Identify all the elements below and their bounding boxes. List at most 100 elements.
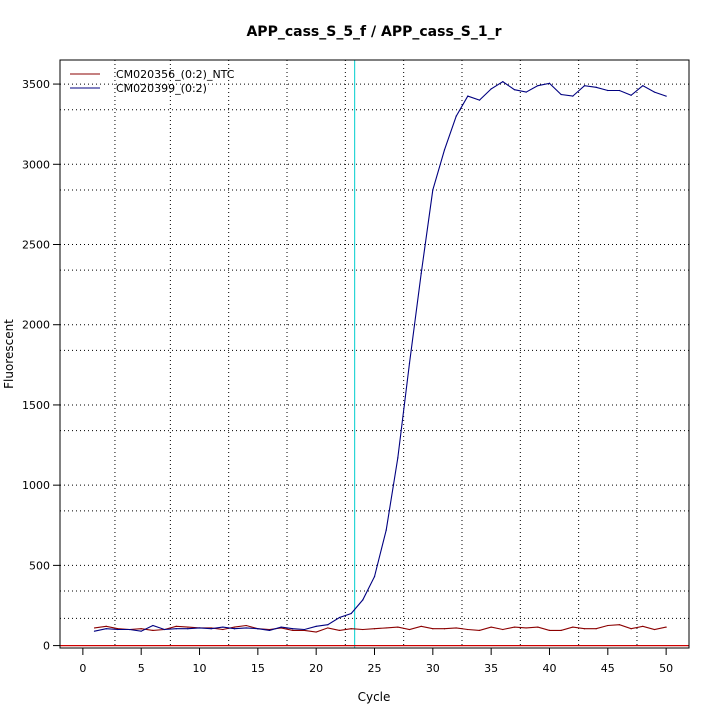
data-point-series-2 <box>583 85 586 87</box>
chart-title: APP_cass_S_5_f / APP_cass_S_1_r <box>246 24 501 40</box>
data-point-series-1 <box>338 629 341 631</box>
data-point-series-2 <box>642 85 644 87</box>
data-point-series-1 <box>373 628 376 630</box>
data-point-series-1 <box>548 629 551 631</box>
data-point-series-2 <box>420 272 422 274</box>
data-point-series-1 <box>642 625 644 627</box>
data-point-series-2 <box>432 189 434 191</box>
data-point-series-2 <box>630 94 632 96</box>
data-point-series-2 <box>257 628 259 630</box>
x-tick-label: 35 <box>484 662 498 675</box>
data-point-series-2 <box>268 629 271 631</box>
data-point-series-1 <box>432 628 434 630</box>
data-point-series-2 <box>292 628 294 630</box>
data-point-series-1 <box>630 628 632 630</box>
data-point-series-1 <box>408 628 411 631</box>
plot-frame <box>59 59 690 649</box>
data-point-series-1 <box>572 626 574 628</box>
data-point-series-1 <box>420 625 422 627</box>
data-point-series-2 <box>653 91 656 93</box>
data-point-series-1 <box>315 631 317 633</box>
data-point-series-2 <box>175 628 177 630</box>
y-tick-label: 1500 <box>22 399 50 412</box>
data-point-series-1 <box>595 628 597 630</box>
legend-label: CM020399_(0:2) <box>116 82 207 95</box>
data-point-series-1 <box>537 626 539 628</box>
y-tick-label: 2000 <box>22 319 50 332</box>
data-point-series-1 <box>618 624 621 626</box>
data-point-series-1 <box>478 629 481 631</box>
data-point-series-1 <box>327 627 329 629</box>
x-tick-label: 20 <box>309 662 323 675</box>
series-line-1 <box>94 624 667 633</box>
x-tick-label: 40 <box>542 662 556 675</box>
data-point-series-2 <box>338 616 341 619</box>
data-point-series-1 <box>583 628 586 630</box>
data-point-series-2 <box>525 91 527 93</box>
y-axis-label: Fluorescent <box>2 319 16 389</box>
data-point-series-2 <box>350 612 352 615</box>
data-point-series-2 <box>408 362 411 364</box>
data-point-series-2 <box>572 95 574 97</box>
data-point-series-2 <box>502 81 504 83</box>
data-point-series-2 <box>222 626 224 628</box>
data-point-series-2 <box>537 85 539 87</box>
series-lines <box>93 81 667 633</box>
data-point-series-1 <box>385 627 387 629</box>
x-axis: 0 5 10 15 20 25 30 35 40 45 50 <box>79 648 673 675</box>
data-point-series-2 <box>303 628 306 631</box>
data-point-series-1 <box>105 625 107 627</box>
reference-lines <box>60 60 689 648</box>
data-point-series-1 <box>222 628 224 631</box>
data-point-series-1 <box>665 626 667 628</box>
data-point-series-2 <box>513 89 516 91</box>
series-line-2 <box>94 81 667 632</box>
data-point-series-2 <box>455 115 457 117</box>
data-point-series-2 <box>163 628 166 631</box>
data-point-series-2 <box>548 82 551 84</box>
data-point-series-2 <box>467 95 469 97</box>
x-tick-label: 10 <box>193 662 207 675</box>
grid-lines <box>60 60 689 648</box>
data-point-series-1 <box>443 628 446 630</box>
data-point-series-2 <box>607 89 609 92</box>
data-point-series-1 <box>467 628 469 631</box>
x-axis-label: Cycle <box>358 690 391 704</box>
data-point-series-1 <box>490 626 492 628</box>
data-point-series-2 <box>618 89 621 92</box>
data-point-series-2 <box>105 628 107 630</box>
data-point-series-2 <box>560 93 562 96</box>
data-point-series-2 <box>245 627 247 629</box>
data-point-series-2 <box>233 628 236 630</box>
data-point-series-2 <box>152 624 154 627</box>
data-point-series-2 <box>280 626 282 628</box>
data-point-series-2 <box>385 529 387 531</box>
data-point-series-2 <box>490 88 492 90</box>
data-point-series-1 <box>292 629 294 631</box>
x-tick-label: 15 <box>251 662 265 675</box>
data-point-series-2 <box>198 627 201 629</box>
x-tick-label: 5 <box>138 662 145 675</box>
data-point-series-2 <box>140 630 142 632</box>
y-axis: 0 500 1000 1500 2000 2500 3000 3500 <box>22 78 60 653</box>
y-tick-label: 500 <box>29 559 50 572</box>
data-point-series-1 <box>560 629 562 631</box>
x-tick-label: 50 <box>659 662 673 675</box>
data-point-series-2 <box>210 628 212 630</box>
data-point-series-1 <box>607 624 609 627</box>
data-point-series-1 <box>140 628 142 630</box>
data-point-series-2 <box>327 624 329 626</box>
data-point-series-1 <box>233 626 236 628</box>
data-point-series-2 <box>117 628 119 631</box>
data-point-series-1 <box>513 626 516 628</box>
data-point-series-1 <box>455 627 457 629</box>
x-tick-label: 45 <box>601 662 615 675</box>
data-point-series-2 <box>93 630 96 632</box>
y-tick-label: 3000 <box>22 158 50 171</box>
data-point-series-1 <box>152 629 154 631</box>
data-point-series-2 <box>397 457 399 459</box>
y-tick-label: 1000 <box>22 479 50 492</box>
data-point-series-2 <box>478 99 481 101</box>
